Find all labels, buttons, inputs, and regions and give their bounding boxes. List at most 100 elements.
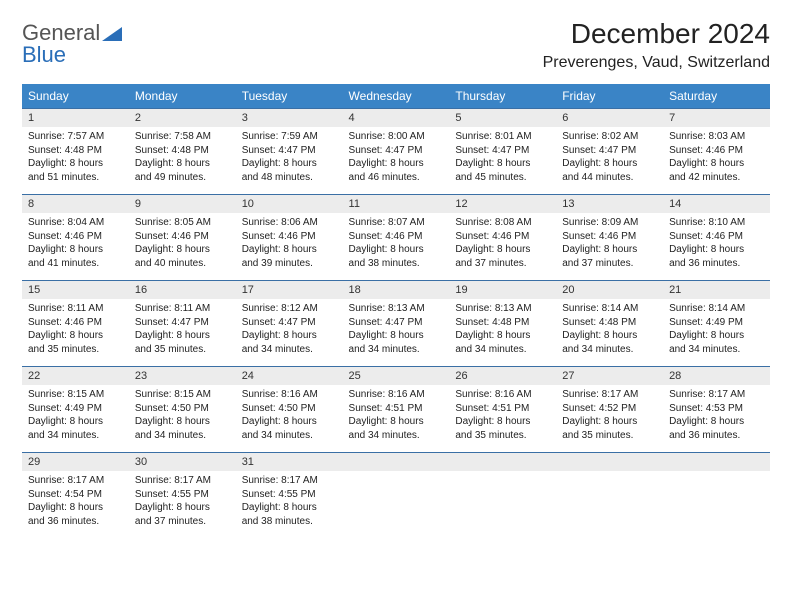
daylight-line1: Daylight: 8 hours [242, 329, 337, 343]
day-cell: Sunrise: 8:07 AMSunset: 4:46 PMDaylight:… [343, 213, 450, 281]
col-friday: Friday [556, 84, 663, 109]
sunrise-text: Sunrise: 8:17 AM [135, 474, 230, 488]
daylight-line2: and 34 minutes. [242, 429, 337, 443]
sunrise-text: Sunrise: 8:08 AM [455, 216, 550, 230]
daylight-line1: Daylight: 8 hours [562, 415, 657, 429]
sunset-text: Sunset: 4:47 PM [242, 316, 337, 330]
logo-triangle-icon [102, 25, 122, 41]
day-number: 28 [663, 367, 770, 386]
week-daynum-row: 1234567 [22, 109, 770, 128]
daylight-line2: and 51 minutes. [28, 171, 123, 185]
week-daynum-row: 293031 [22, 453, 770, 472]
daylight-line2: and 41 minutes. [28, 257, 123, 271]
daylight-line2: and 46 minutes. [349, 171, 444, 185]
day-cell: Sunrise: 8:10 AMSunset: 4:46 PMDaylight:… [663, 213, 770, 281]
sunset-text: Sunset: 4:46 PM [562, 230, 657, 244]
day-cell: Sunrise: 8:16 AMSunset: 4:51 PMDaylight:… [449, 385, 556, 453]
daylight-line2: and 34 minutes. [28, 429, 123, 443]
daylight-line1: Daylight: 8 hours [135, 243, 230, 257]
daylight-line1: Daylight: 8 hours [135, 329, 230, 343]
day-number: 24 [236, 367, 343, 386]
sunset-text: Sunset: 4:51 PM [455, 402, 550, 416]
daylight-line1: Daylight: 8 hours [242, 501, 337, 515]
daylight-line2: and 34 minutes. [242, 343, 337, 357]
col-wednesday: Wednesday [343, 84, 450, 109]
sunrise-text: Sunrise: 8:10 AM [669, 216, 764, 230]
day-number [663, 453, 770, 472]
daylight-line1: Daylight: 8 hours [349, 243, 444, 257]
day-cell: Sunrise: 7:58 AMSunset: 4:48 PMDaylight:… [129, 127, 236, 195]
daylight-line1: Daylight: 8 hours [28, 157, 123, 171]
day-number [343, 453, 450, 472]
week-data-row: Sunrise: 8:15 AMSunset: 4:49 PMDaylight:… [22, 385, 770, 453]
daylight-line2: and 34 minutes. [349, 343, 444, 357]
sunrise-text: Sunrise: 8:11 AM [28, 302, 123, 316]
sunrise-text: Sunrise: 8:12 AM [242, 302, 337, 316]
sunrise-text: Sunrise: 8:16 AM [349, 388, 444, 402]
col-thursday: Thursday [449, 84, 556, 109]
daylight-line1: Daylight: 8 hours [28, 329, 123, 343]
day-cell: Sunrise: 8:13 AMSunset: 4:48 PMDaylight:… [449, 299, 556, 367]
day-cell: Sunrise: 8:11 AMSunset: 4:46 PMDaylight:… [22, 299, 129, 367]
sunset-text: Sunset: 4:46 PM [349, 230, 444, 244]
day-number [449, 453, 556, 472]
day-number: 10 [236, 195, 343, 214]
day-cell: Sunrise: 8:09 AMSunset: 4:46 PMDaylight:… [556, 213, 663, 281]
sunrise-text: Sunrise: 8:14 AM [669, 302, 764, 316]
col-sunday: Sunday [22, 84, 129, 109]
sunrise-text: Sunrise: 8:15 AM [135, 388, 230, 402]
daylight-line2: and 34 minutes. [455, 343, 550, 357]
daylight-line1: Daylight: 8 hours [562, 329, 657, 343]
sunrise-text: Sunrise: 8:16 AM [455, 388, 550, 402]
daylight-line2: and 35 minutes. [562, 429, 657, 443]
daylight-line2: and 38 minutes. [242, 515, 337, 529]
calendar-page: General Blue December 2024 Preverenges, … [0, 0, 792, 612]
sunrise-text: Sunrise: 8:17 AM [562, 388, 657, 402]
day-number: 18 [343, 281, 450, 300]
sunset-text: Sunset: 4:55 PM [135, 488, 230, 502]
daylight-line1: Daylight: 8 hours [455, 329, 550, 343]
sunrise-text: Sunrise: 8:07 AM [349, 216, 444, 230]
day-number: 3 [236, 109, 343, 128]
day-number: 4 [343, 109, 450, 128]
month-title: December 2024 [543, 18, 770, 50]
day-cell [663, 471, 770, 538]
sunrise-text: Sunrise: 8:03 AM [669, 130, 764, 144]
daylight-line2: and 49 minutes. [135, 171, 230, 185]
sunset-text: Sunset: 4:47 PM [455, 144, 550, 158]
daylight-line1: Daylight: 8 hours [28, 501, 123, 515]
daylight-line1: Daylight: 8 hours [669, 415, 764, 429]
day-cell [343, 471, 450, 538]
daylight-line1: Daylight: 8 hours [28, 243, 123, 257]
daylight-line1: Daylight: 8 hours [242, 415, 337, 429]
daylight-line2: and 48 minutes. [242, 171, 337, 185]
daylight-line2: and 35 minutes. [455, 429, 550, 443]
sunrise-text: Sunrise: 8:16 AM [242, 388, 337, 402]
sunrise-text: Sunrise: 8:02 AM [562, 130, 657, 144]
sunset-text: Sunset: 4:52 PM [562, 402, 657, 416]
day-cell: Sunrise: 8:02 AMSunset: 4:47 PMDaylight:… [556, 127, 663, 195]
logo-word1: General [22, 22, 100, 44]
sunset-text: Sunset: 4:47 PM [349, 316, 444, 330]
day-number: 16 [129, 281, 236, 300]
daylight-line2: and 36 minutes. [28, 515, 123, 529]
week-data-row: Sunrise: 8:04 AMSunset: 4:46 PMDaylight:… [22, 213, 770, 281]
sunrise-text: Sunrise: 8:06 AM [242, 216, 337, 230]
sunset-text: Sunset: 4:46 PM [135, 230, 230, 244]
day-number: 21 [663, 281, 770, 300]
day-cell [449, 471, 556, 538]
daylight-line1: Daylight: 8 hours [135, 415, 230, 429]
day-number: 19 [449, 281, 556, 300]
day-cell: Sunrise: 7:57 AMSunset: 4:48 PMDaylight:… [22, 127, 129, 195]
daylight-line1: Daylight: 8 hours [455, 157, 550, 171]
day-cell: Sunrise: 8:17 AMSunset: 4:55 PMDaylight:… [129, 471, 236, 538]
day-number: 2 [129, 109, 236, 128]
day-number: 30 [129, 453, 236, 472]
day-cell: Sunrise: 8:04 AMSunset: 4:46 PMDaylight:… [22, 213, 129, 281]
sunset-text: Sunset: 4:47 PM [242, 144, 337, 158]
daylight-line2: and 44 minutes. [562, 171, 657, 185]
sunrise-text: Sunrise: 8:00 AM [349, 130, 444, 144]
day-cell: Sunrise: 8:17 AMSunset: 4:54 PMDaylight:… [22, 471, 129, 538]
calendar-body: 1234567Sunrise: 7:57 AMSunset: 4:48 PMDa… [22, 109, 770, 539]
header: General Blue December 2024 Preverenges, … [22, 18, 770, 72]
